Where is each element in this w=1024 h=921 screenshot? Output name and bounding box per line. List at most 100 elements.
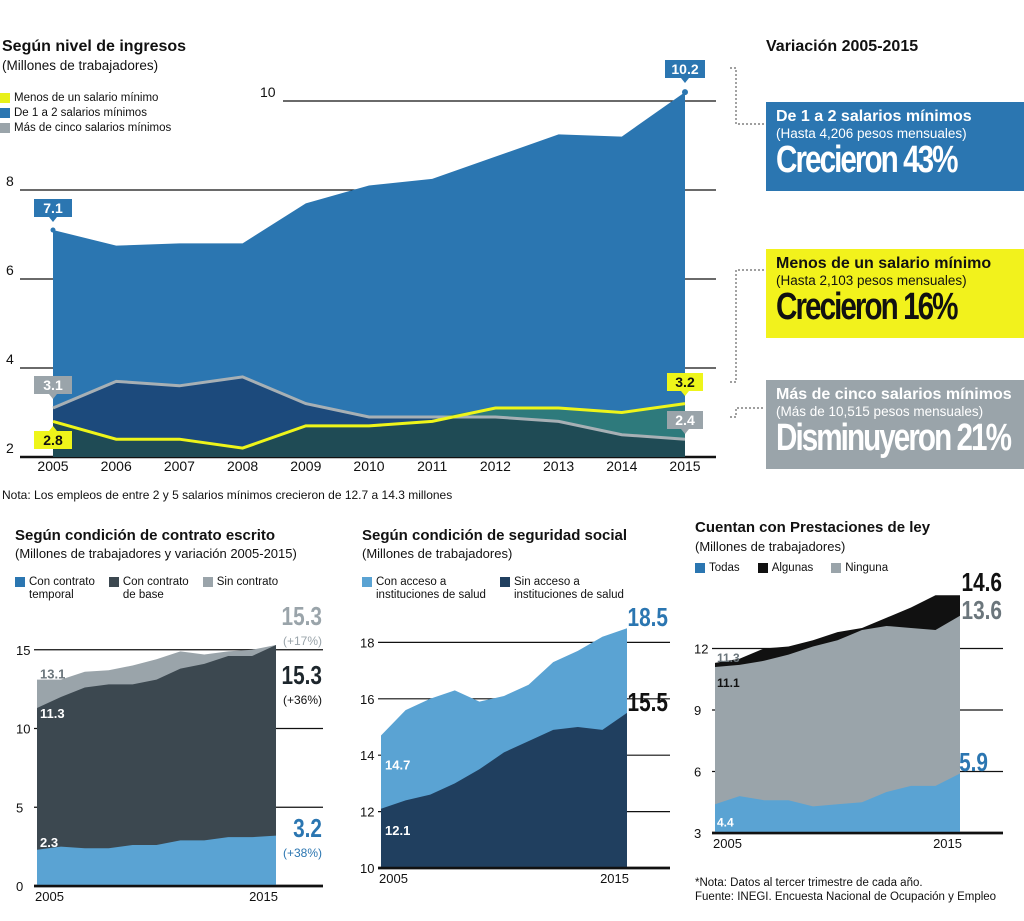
legend-item: Ninguna	[831, 562, 888, 575]
chart-prestaciones: 3 6 9 12 2005 2015 11.3 11.1 4.4 14.613.6 5.9	[694, 568, 1003, 851]
legend-prestaciones: Todas Algunas Ninguna	[695, 562, 888, 575]
y-tick-label: 15	[16, 643, 30, 658]
y-tick-label: 8	[6, 173, 14, 189]
label-gray-end-pointer	[681, 429, 689, 434]
chart-subtitle-ingresos: (Millones de trabajadores)	[2, 58, 159, 73]
label-yellow-end: 3.2	[675, 374, 695, 390]
x-tick-label: 2012	[480, 458, 511, 474]
label-algunas-start: 11.3	[717, 651, 740, 665]
x-tick-label: 2007	[164, 458, 195, 474]
x-tick-label: 2005	[713, 836, 742, 851]
label-todas-start: 4.4	[717, 815, 734, 829]
x-tick-label: 2005	[379, 871, 408, 886]
variacion-title: Variación 2005-2015	[766, 38, 919, 55]
connector-gray	[730, 407, 764, 418]
y-tick-label: 16	[360, 692, 374, 707]
y-tick-label: 4	[6, 351, 14, 367]
label-temporal-start: 2.3	[40, 835, 58, 850]
label-gray-end-bg	[667, 411, 703, 429]
variacion-box-yellow: Menos de un salario mínimo (Hasta 2,103 …	[766, 249, 1024, 338]
end-value-base: 15.3	[282, 661, 322, 690]
label-yellow-start: 2.8	[43, 432, 63, 448]
end-value-con: 18.5	[628, 603, 668, 632]
x-tick-label: 2011	[417, 458, 447, 474]
label-base-start: 11.3	[40, 706, 65, 721]
box-title: Más de cinco salarios mínimos	[776, 386, 1012, 403]
area-de-1-a-2	[53, 92, 685, 457]
note-bottom: *Nota: Datos al tercer trimestre de cada…	[695, 877, 923, 889]
end-value-algunas: 14.6	[962, 568, 1002, 597]
label-con-start: 14.7	[385, 757, 410, 772]
label-ninguna-start: 11.1	[717, 676, 740, 690]
label-gray-start-pointer	[49, 394, 57, 399]
legend-item: Sin acceso a instituciones de salud	[499, 576, 624, 602]
label-yellow-start-pointer	[49, 426, 57, 431]
y-tick-label: 3	[694, 826, 701, 841]
label-gray-end: 2.4	[675, 412, 695, 428]
end-pct-sin: (+17%)	[283, 634, 322, 648]
legend-label: Menos de un salario mínimo	[14, 92, 159, 104]
label-yellow-start-bg	[34, 431, 72, 449]
connector-lines	[730, 67, 764, 418]
legend-item: Con contrato de base	[108, 576, 189, 602]
x-tick-label: 2015	[933, 836, 962, 851]
legend-swatch-gray	[0, 123, 10, 133]
y-tick-label: 2	[6, 440, 14, 456]
legend-item: Algunas	[757, 562, 813, 575]
y-tick-label: 6	[6, 262, 14, 278]
y-tick-label: 6	[694, 765, 701, 780]
chart-subtitle-seguridad: (Millones de trabajadores)	[362, 546, 513, 561]
legend-seguridad: Con acceso a instituciones de salud Sin a…	[362, 576, 624, 602]
end-value-ninguna: 13.6	[962, 596, 1002, 625]
x-tick-label: 2015	[600, 871, 629, 886]
x-tick-label: 2006	[101, 458, 132, 474]
variacion-box-blue: De 1 a 2 salarios mínimos (Hasta 4,206 p…	[766, 102, 1024, 191]
label-gray-start: 3.1	[43, 377, 63, 393]
x-tick-label: 2015	[669, 458, 700, 474]
chart-title-ingresos: Según nivel de ingresos	[2, 38, 187, 55]
y-tick-label: 10	[16, 722, 30, 737]
y-tick-label: 18	[360, 635, 374, 650]
area-contrato-temporal	[37, 835, 276, 886]
legend-label: Con contrato temporal	[29, 576, 95, 601]
point-blue-start	[50, 227, 56, 233]
chart-subtitle-contrato: (Millones de trabajadores y variación 20…	[15, 546, 297, 561]
legend-swatch	[831, 563, 842, 573]
end-value-todas: 5.9	[959, 748, 988, 777]
connector-blue	[730, 67, 764, 125]
x-tick-label: 2009	[290, 458, 321, 474]
legend-item: Con acceso a instituciones de salud	[362, 576, 486, 602]
legend-label: Sin acceso a instituciones de salud	[513, 576, 624, 601]
label-blue-start-pointer	[49, 217, 57, 222]
y-tick-label: 9	[694, 703, 701, 718]
legend-label: Ninguna	[845, 562, 889, 574]
legend-swatch-yellow	[0, 93, 10, 103]
chart-contrato: 0 5 10 15 2005 2015 13.1 11.3 2.3 15.3 (+17%) 15.3 (…	[16, 602, 323, 904]
end-pct-temporal: (+38%)	[283, 846, 322, 860]
end-value-sin: 15.5	[628, 688, 668, 717]
legend-label: Sin contrato	[216, 576, 279, 588]
end-pct-base: (+36%)	[283, 693, 322, 707]
chart-title-seguridad: Según condición de seguridad social	[362, 527, 628, 544]
legend-item: De 1 a 2 salarios mínimos	[0, 107, 171, 120]
box-title: De 1 a 2 salarios mínimos	[776, 108, 972, 125]
label-yellow-end-pointer	[681, 391, 689, 396]
label-sin-start: 12.1	[385, 823, 410, 838]
x-tick-label: 2014	[606, 458, 637, 474]
legend-item: Todas	[695, 562, 740, 575]
end-value-sin: 15.3	[282, 602, 322, 631]
x-tick-label: 2005	[37, 458, 68, 474]
y-tick-label: 5	[16, 800, 23, 815]
chart-ingresos: 2 4 6 8 10 2005 2006 2007 2008 2009 2010 2011 2012 20…	[6, 60, 716, 474]
box-subtitle: (Más de 10,515 pesos mensuales)	[776, 404, 984, 419]
chart-seguridad: 10 12 14 16 18 2005 2015 14.7 12.1 18.5 15.5	[360, 603, 670, 886]
source-note: Fuente: INEGI. Encuesta Nacional de Ocup…	[695, 891, 997, 903]
area-todas	[715, 773, 960, 833]
x-tick-label: 2005	[35, 889, 64, 904]
legend-swatch	[695, 563, 705, 573]
line-mas-de-cinco	[52, 375, 686, 441]
x-tick-label: 2010	[353, 458, 384, 474]
box-change: Crecieron 43%	[776, 139, 959, 181]
box-subtitle: (Hasta 2,103 pesos mensuales)	[776, 273, 967, 288]
legend-swatch	[108, 577, 119, 587]
